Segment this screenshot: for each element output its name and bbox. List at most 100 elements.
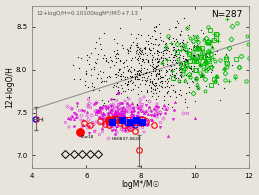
Point [154,66,158,69]
Point [89,51,93,54]
Point [163,79,168,82]
Point [134,49,138,52]
Point [135,48,140,51]
Point [134,36,138,39]
Point [190,79,194,82]
Point [102,79,106,82]
Point [161,76,165,79]
Point [121,47,125,50]
Point [137,73,141,76]
Point [171,48,175,51]
Point [153,25,157,28]
Point [150,57,154,60]
Point [203,67,207,71]
Point [140,58,144,61]
Point [200,74,204,78]
Point [142,71,147,74]
Point [118,74,122,77]
Point [178,44,182,47]
Point [157,69,161,72]
Point [147,46,151,50]
Point [117,67,121,71]
Point [150,58,154,61]
Point [133,83,138,87]
Point [138,47,142,50]
Point [97,37,102,40]
Point [152,52,156,55]
Point [141,57,145,60]
Point [192,43,196,46]
Point [206,68,210,72]
Point [147,70,152,73]
Point [126,49,130,52]
Point [111,86,115,89]
Point [140,51,144,54]
Point [174,51,178,54]
Point [156,94,160,97]
Point [189,67,193,70]
Point [106,61,110,64]
Point [192,55,196,58]
Point [148,72,153,75]
Point [181,67,185,70]
Point [76,67,81,70]
Point [113,55,117,58]
Point [143,47,147,50]
Point [152,28,156,32]
Point [109,103,113,106]
Point [150,79,155,82]
Point [183,98,187,101]
Point [175,39,179,43]
Point [168,73,172,76]
Point [185,50,189,53]
Point [151,46,155,50]
Point [95,76,99,79]
Point [137,62,141,65]
Point [116,70,120,74]
Point [99,77,103,80]
Point [136,85,140,89]
Point [174,25,178,28]
Point [174,49,178,52]
Point [184,82,189,85]
Point [138,51,142,54]
Point [149,86,153,90]
Point [121,90,125,93]
Point [185,59,189,62]
Point [138,48,142,51]
Point [161,40,166,43]
Point [179,94,183,97]
Point [187,46,191,50]
Point [182,17,186,20]
Point [138,69,142,72]
Point [83,80,87,83]
Point [123,90,127,93]
Point [123,75,127,78]
Point [178,80,182,83]
Point [180,44,184,47]
Point [181,55,185,58]
Point [92,86,96,89]
Point [159,56,163,59]
Point [125,96,129,99]
Point [193,99,197,103]
Point [158,36,162,39]
Point [158,75,162,78]
Point [148,77,153,80]
Point [172,40,176,43]
Point [104,59,108,63]
Point [138,57,142,60]
Point [169,64,174,67]
Point [189,72,193,75]
Point [157,43,162,46]
Point [165,77,169,80]
Point [114,73,118,76]
Point [164,48,168,51]
Point [121,74,125,78]
Point [172,75,177,79]
Point [175,20,179,23]
Point [165,62,169,66]
Point [176,48,180,51]
Point [167,50,171,53]
Point [170,72,174,75]
